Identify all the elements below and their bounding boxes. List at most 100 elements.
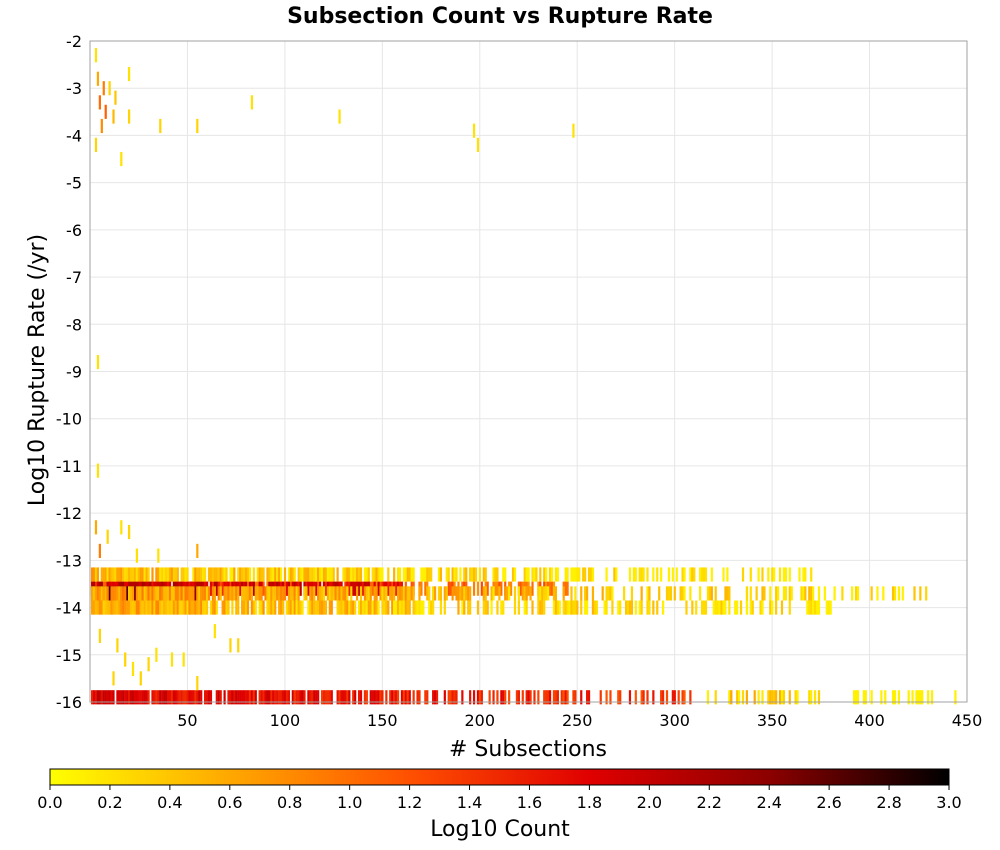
heatmap-cell: [605, 567, 608, 582]
y-tick-label: -9: [66, 363, 82, 382]
heatmap-cell: [104, 600, 107, 615]
heatmap-cell: [640, 586, 643, 601]
heatmap-cell: [246, 567, 250, 582]
heatmap-cell: [706, 586, 710, 601]
heatmap-cell: [652, 567, 655, 582]
heatmap-cell: [469, 567, 472, 582]
heatmap-cell: [377, 581, 380, 596]
heatmap-cell: [317, 600, 320, 615]
heatmap-cell: [291, 600, 294, 615]
heatmap-cell: [157, 586, 160, 601]
heatmap-cell: [98, 543, 101, 558]
heatmap-cell: [326, 586, 329, 601]
heatmap-cell: [231, 586, 234, 601]
x-tick-label: 150: [367, 711, 398, 730]
heatmap-cell: [379, 586, 382, 601]
heatmap-cell: [102, 600, 105, 615]
heatmap-cell: [96, 71, 100, 86]
heatmap-cell: [100, 118, 103, 134]
heatmap-cell: [291, 586, 294, 601]
heatmap-cell: [580, 586, 583, 601]
heatmap-cell: [393, 586, 396, 601]
y-tick-label: -6: [66, 221, 82, 240]
heatmap-cell: [359, 690, 363, 705]
heatmap-cell: [231, 690, 234, 705]
heatmap-cell: [771, 600, 774, 615]
heatmap-cell: [369, 586, 372, 601]
heatmap-cell: [299, 581, 302, 596]
heatmap-cell: [780, 600, 784, 615]
heatmap-cell: [190, 690, 193, 705]
heatmap-cell: [685, 600, 688, 615]
heatmap-cell: [778, 690, 782, 705]
heatmap-cell: [568, 600, 571, 615]
heatmap-cell: [116, 586, 119, 601]
heatmap-cell: [307, 581, 310, 596]
heatmap-cell: [736, 600, 739, 615]
heatmap-cell: [98, 586, 101, 601]
colorbar-ticks: 0.0 0.2 0.4 0.6 0.8 1.0 1.2 1.4 1.6 1.8 2.0 2.2 2.4 2…: [37, 785, 962, 812]
heatmap-cell: [383, 600, 386, 615]
heatmap-cell: [149, 586, 152, 601]
heatmap-cell: [186, 586, 189, 601]
heatmap-cell: [209, 690, 213, 705]
heatmap-cell: [426, 690, 429, 705]
heatmap-cell: [141, 586, 144, 601]
heatmap-cell: [155, 600, 158, 615]
heatmap-cell: [192, 600, 195, 615]
heatmap-cell: [254, 690, 257, 705]
heatmap-cell: [788, 600, 791, 615]
heatmap-cell: [207, 586, 211, 601]
heatmap-cell: [139, 567, 142, 582]
heatmap-cell: [790, 586, 793, 601]
heatmap-cell: [864, 690, 867, 705]
heatmap-cell: [584, 600, 587, 615]
heatmap-cell: [492, 586, 495, 601]
heatmap-cell: [272, 600, 275, 615]
heatmap-cell: [679, 586, 682, 601]
heatmap-cell: [194, 567, 197, 582]
heatmap-cell: [96, 690, 100, 705]
heatmap-cell: [587, 690, 591, 705]
heatmap-cell: [634, 690, 637, 705]
heatmap-cell: [198, 567, 201, 582]
heatmap-cell: [151, 586, 154, 601]
heatmap-cell: [346, 600, 349, 615]
heatmap-cell: [287, 690, 291, 705]
heatmap-cell: [410, 586, 413, 601]
heatmap-cell: [153, 600, 156, 615]
heatmap-cell: [556, 690, 559, 705]
heatmap-cell: [166, 600, 170, 615]
heatmap-cell: [135, 690, 138, 705]
heatmap-cell: [406, 690, 409, 705]
heatmap-cell: [133, 586, 137, 601]
heatmap-cell: [798, 567, 801, 582]
heatmap-cell: [391, 586, 394, 601]
heatmap-cell: [369, 690, 372, 705]
heatmap-cell: [120, 600, 123, 615]
heatmap-cell: [613, 567, 616, 582]
heatmap-cell: [137, 567, 140, 582]
heatmap-cell: [241, 586, 244, 601]
heatmap-cell: [562, 690, 565, 705]
heatmap-cell: [482, 600, 485, 615]
x-tick-label: 350: [757, 711, 788, 730]
heatmap-cell: [124, 652, 127, 667]
colorbar-tick-label: 2.6: [816, 793, 841, 812]
heatmap-cell: [114, 600, 117, 615]
heatmap-cell: [141, 690, 144, 705]
heatmap-cell: [116, 638, 119, 653]
heatmap-cell: [539, 586, 542, 601]
heatmap-cell: [753, 690, 756, 705]
heatmap-cell: [486, 600, 489, 615]
heatmap-cell: [330, 586, 333, 601]
heatmap-cell: [463, 567, 466, 582]
heatmap-cell: [114, 586, 117, 601]
heatmap-cell: [856, 690, 860, 705]
heatmap-cell: [264, 586, 267, 601]
heatmap-cell: [165, 567, 168, 582]
heatmap-cell: [365, 690, 368, 705]
heatmap-cell: [135, 567, 138, 582]
colorbar-tick-label: 0.0: [37, 793, 62, 812]
heatmap-cell: [287, 567, 291, 582]
